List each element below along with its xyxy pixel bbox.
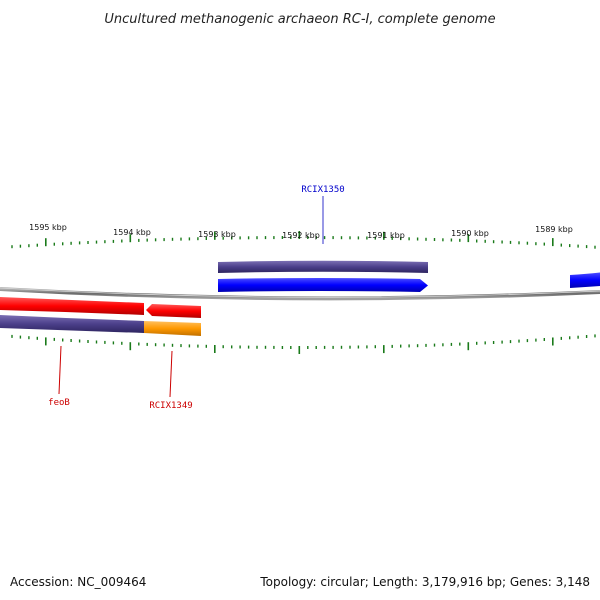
tick-label-1591: 1591 kbp xyxy=(367,231,405,240)
accession-text: Accession: NC_009464 xyxy=(10,575,146,589)
genome-backbone xyxy=(0,287,600,301)
rcix1349-pointer xyxy=(169,350,173,398)
gene-label-rcix1349[interactable]: RCIX1349 xyxy=(149,401,192,411)
tick-label-1593: 1593 kbp xyxy=(198,230,236,239)
gene-feob[interactable] xyxy=(0,297,144,315)
gene-label-rcix1350[interactable]: RCIX1350 xyxy=(301,185,344,195)
cds-feob[interactable] xyxy=(0,315,144,333)
gene-rcix1350-arrow[interactable] xyxy=(218,278,428,292)
cds-rcix1350[interactable] xyxy=(218,260,428,273)
tick-label-1595: 1595 kbp xyxy=(29,223,67,232)
tick-label-1590: 1590 kbp xyxy=(451,229,489,238)
gene-label-feob[interactable]: feoB xyxy=(48,398,70,408)
gene-right-edge[interactable] xyxy=(570,272,600,289)
gene-rcix1349[interactable] xyxy=(146,304,201,318)
tick-label-1589: 1589 kbp xyxy=(535,225,573,234)
feob-pointer xyxy=(58,345,62,395)
genome-backbone-highlight xyxy=(0,287,600,298)
tick-label-1594: 1594 kbp xyxy=(113,228,151,237)
scale-labels: 1595 kbp 1594 kbp 1593 kbp 1592 kbp 1591… xyxy=(29,223,573,240)
upper-scale-ticks xyxy=(11,231,596,249)
map-title: Uncultured methanogenic archaeon RC-I, c… xyxy=(104,12,495,27)
cds-rcix1349[interactable] xyxy=(144,321,201,336)
lower-scale-ticks xyxy=(11,334,596,354)
tick-label-1592: 1592 kbp xyxy=(282,231,320,240)
genome-summary-text: Topology: circular; Length: 3,179,916 bp… xyxy=(259,575,590,589)
